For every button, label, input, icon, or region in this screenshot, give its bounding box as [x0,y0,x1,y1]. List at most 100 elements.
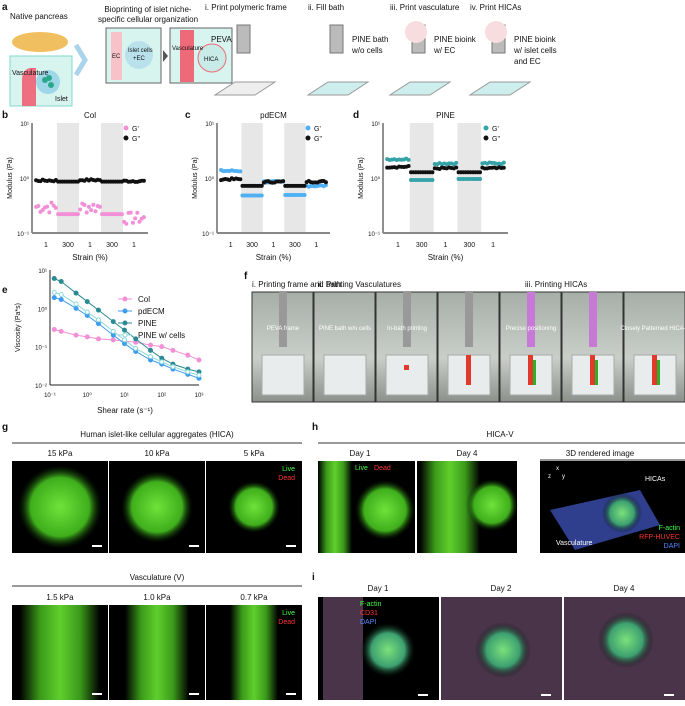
x-tick-label: 10¹ [120,393,129,399]
data-point [84,210,89,215]
data-point [91,202,96,207]
step-description: w/o cells [351,46,383,55]
scale-bar [286,693,296,695]
cd31-label: CD31 [360,610,378,617]
data-point [51,295,57,301]
x-axis-label: Strain (%) [72,253,108,262]
photo-annotation: PEVA frame [267,326,300,332]
photo-annotation: Closely Patterned HICA-V [620,326,685,332]
rfp-huvec-label: RFP-HUVEC [639,534,680,541]
panel-label-b: b [2,110,8,121]
legend-label: pdECM [138,307,165,316]
hica-print [657,360,660,385]
data-point [82,202,87,207]
vessel-structure [230,605,278,700]
data-point [45,204,50,209]
x-tick-label: 1 [229,242,233,249]
data-point [259,193,264,198]
vessel-structure [125,605,189,700]
photo-annotation: PINE bath w/o cells [319,326,371,332]
hica-sphere [197,43,227,73]
pancreas-illustration [12,32,68,52]
data-point [47,210,52,215]
nozzle [527,292,535,347]
ec-strand [111,32,122,80]
x-tick-label: 10³ [195,393,204,399]
stiffness-label: 1.0 kPa [143,593,171,602]
data-point [141,215,146,220]
y-tick-label: 10⁰ [38,306,48,313]
stiffness-label: 10 kPa [145,449,170,458]
f-actin-label: F-actin [659,525,681,532]
data-point [170,364,176,370]
data-point [110,328,116,334]
data-point [430,170,435,175]
x-tick-label: 10⁻¹ [44,393,56,399]
data-point [196,372,202,378]
chart-title: PINE [436,111,455,120]
cell-aggregate [598,612,654,668]
scale-bar [92,545,102,547]
y-tick-label: 10¹ [371,122,380,128]
cell-aggregate [18,465,102,549]
legend-marker [122,296,128,302]
islet-label: Islet [55,96,68,103]
vasculature-strand [180,30,194,82]
x-tick-label: 1 [44,242,48,249]
data-point [75,212,80,217]
legend-label: Col [138,295,150,304]
vasculature-label: Vasculature [556,540,593,547]
data-point [259,183,264,188]
data-point [51,276,57,282]
data-point [95,307,101,313]
vasculature-small-label: Vasculature [172,46,204,52]
panel-label-d: d [353,110,359,121]
axis-label: z [548,474,551,480]
step-description: PEVA [211,35,232,44]
cell-aggregate [475,622,531,678]
cell-aggregate [228,481,280,533]
panel-label-e: e [2,285,8,296]
shaded-region [241,123,263,233]
data-point [185,352,191,358]
shaded-region [409,123,434,233]
y-axis-label: Modulus (Pa) [358,157,365,199]
data-point [122,327,127,333]
dapi-label: DAPI [360,619,376,626]
data-point [36,204,41,209]
step-description: PINE bioink [514,35,557,44]
panel-label-i: i [312,572,315,583]
step-description: and EC [514,57,541,66]
data-point [133,216,138,221]
stiffness-label: 5 kPa [244,449,265,458]
x-tick-label: 300 [463,242,475,249]
data-point [133,345,139,351]
data-point [196,357,202,363]
data-point [170,347,176,353]
x-tick-label: 1 [88,242,92,249]
y-tick-label: 10⁻² [35,384,47,390]
bath-container [385,354,429,396]
day-label: Day 2 [491,584,512,593]
x-tick-label: 300 [106,242,118,249]
y-tick-label: 10¹ [205,122,214,128]
step-description: w/ EC [433,46,456,55]
y-tick-label: 10¹ [20,122,29,128]
printhead-icon [236,24,251,54]
f-actin-label: F-actin [360,601,382,608]
panel-f: f i. Printing frame and bath ii. Printin… [244,271,685,403]
panel-g: g Human islet-like cellular aggregates (… [2,422,302,700]
x-axis-label: Strain (%) [428,253,464,262]
data-point [302,193,307,198]
data-point [51,289,57,295]
data-point [97,204,102,209]
legend-label: G" [492,136,500,143]
vasculature-print [652,355,657,385]
x-tick-label: 300 [246,242,258,249]
step-description: PINE bioink [434,35,477,44]
panel-a: a Native pancreas Vasculature Islet Biop… [2,2,557,107]
dead-label: Dead [278,475,295,482]
plus-ec-label: +EC [133,56,146,62]
vessel-illustration [22,68,36,106]
